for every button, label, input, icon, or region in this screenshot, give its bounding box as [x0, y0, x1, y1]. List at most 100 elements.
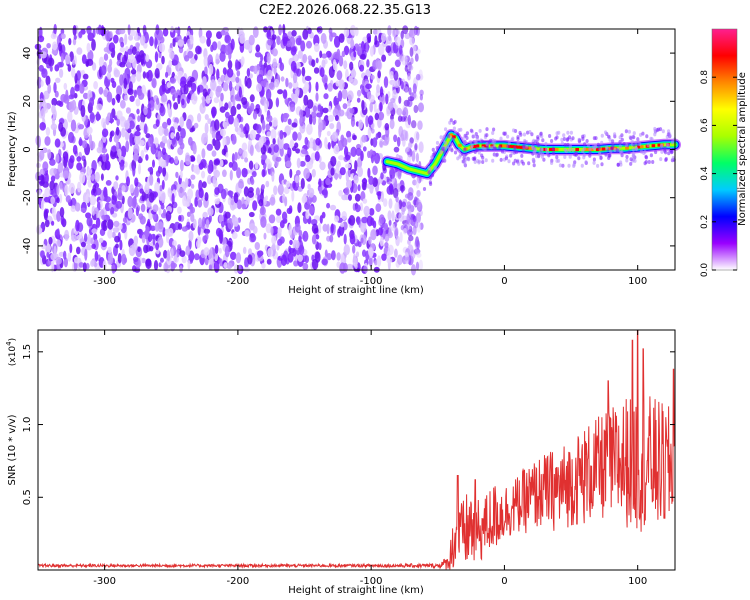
- spectrogram-fringe-blob: [473, 160, 477, 164]
- spectrogram-hot-cell: [637, 145, 641, 149]
- spectrogram-noise-blob: [346, 179, 352, 189]
- spectrogram-noise-blob: [365, 69, 372, 78]
- spectrogram-noise-blob: [76, 162, 83, 171]
- snr-x-tick-label: 100: [628, 576, 647, 587]
- spectrogram-noise-blob: [302, 29, 309, 40]
- spectrogram-noise-blob: [289, 239, 293, 245]
- spectrogram-fringe-blob: [660, 149, 664, 154]
- spectrogram-noise-blob: [161, 192, 166, 204]
- spectrogram-x-tick-label: -200: [227, 276, 250, 287]
- spectrogram-noise-blob: [177, 206, 182, 214]
- spectrogram-noise-blob: [91, 205, 96, 216]
- spectrogram-y-tick-label: -20: [22, 190, 33, 206]
- spectrogram-noise-blob: [213, 159, 220, 166]
- colorbar-label: Normalized spectral amplitude: [737, 72, 748, 226]
- spectrogram-noise-blob: [413, 130, 420, 143]
- spectrogram-noise-blob: [60, 52, 65, 63]
- spectrogram-noise-blob: [145, 133, 151, 139]
- spectrogram-fringe-blob: [480, 139, 484, 144]
- spectrogram-noise-blob: [113, 181, 119, 190]
- spectrogram-noise-blob: [213, 169, 220, 178]
- spectrogram-noise-blob: [56, 239, 61, 247]
- spectrogram-noise-blob: [271, 243, 276, 250]
- spectrogram-noise-blob: [73, 34, 77, 40]
- spectrogram-fringe-blob: [507, 159, 511, 164]
- spectrogram-noise-blob: [49, 180, 55, 191]
- spectrogram-noise-blob: [361, 134, 367, 143]
- spectrogram-noise-blob: [242, 150, 248, 159]
- spectrogram-noise-blob: [360, 221, 367, 233]
- spectrogram-noise-blob: [319, 161, 326, 171]
- spectrogram-noise-blob: [367, 115, 374, 125]
- spectrogram-noise-blob: [148, 192, 155, 203]
- spectrogram-noise-blob: [224, 44, 231, 56]
- spectrogram-fringe-blob: [564, 149, 569, 154]
- spectrogram-fringe-blob: [477, 150, 481, 155]
- spectrogram-fringe-blob: [613, 132, 617, 137]
- spectrogram-noise-blob: [378, 43, 385, 56]
- spectrogram-fringe-blob: [654, 150, 658, 155]
- spectrogram-noise-blob: [126, 176, 130, 187]
- spectrogram-noise-blob: [346, 130, 352, 138]
- spectrogram-fringe-blob: [608, 137, 612, 142]
- spectrogram-noise-blob: [416, 199, 422, 208]
- spectrogram-noise-blob: [248, 211, 255, 218]
- spectrogram-noise-blob: [297, 50, 303, 59]
- spectrogram-noise-blob: [406, 213, 410, 225]
- spectrogram-noise-blob: [282, 112, 290, 119]
- spectrogram-noise-blob: [247, 254, 253, 265]
- spectrogram-noise-blob: [271, 171, 275, 182]
- colorbar-tick-label: 0.6: [700, 118, 710, 133]
- spectrogram-noise-blob: [59, 181, 63, 190]
- spectrogram-noise-blob: [287, 147, 292, 158]
- spectrogram-noise-blob: [302, 74, 307, 84]
- spectrogram-noise-blob: [386, 250, 391, 262]
- spectrogram-noise-blob: [166, 118, 172, 126]
- spectrogram-noise-blob: [225, 152, 229, 158]
- spectrogram-fringe-blob: [492, 127, 496, 132]
- spectrogram-fringe-blob: [463, 133, 467, 138]
- spectrogram-noise-blob: [279, 147, 284, 157]
- spectrogram-noise-blob: [363, 205, 370, 217]
- spectrogram-noise-blob: [352, 244, 356, 254]
- spectrogram-fringe-blob: [629, 136, 633, 141]
- spectrogram-noise-blob: [40, 200, 45, 211]
- spectrogram-noise-blob: [266, 29, 272, 40]
- spectrogram-fringe-blob: [422, 187, 427, 191]
- spectrogram-noise-blob: [304, 106, 311, 118]
- spectrogram-fringe-blob: [428, 180, 432, 185]
- spectrogram-noise-blob: [59, 193, 63, 204]
- spectrogram-noise-blob: [163, 127, 169, 137]
- spectrogram-fringe-blob: [572, 162, 576, 167]
- spectrogram-noise-blob: [214, 139, 221, 151]
- spectrogram-noise-blob: [179, 116, 185, 128]
- spectrogram-fringe-blob: [584, 160, 588, 165]
- spectrogram-noise-blob: [211, 150, 217, 157]
- spectrogram-noise-blob: [250, 178, 255, 186]
- spectrogram-noise-blob: [198, 27, 203, 39]
- spectrogram-fringe-blob: [544, 141, 548, 146]
- spectrogram-noise-blob: [56, 197, 60, 204]
- spectrogram-noise-blob: [96, 111, 100, 122]
- spectrogram-noise-blob: [375, 203, 382, 213]
- spectrogram-noise-blob: [179, 250, 186, 257]
- spectrogram-noise-blob: [370, 229, 377, 241]
- spectrogram-fringe-blob: [555, 155, 559, 160]
- spectrogram-noise-blob: [101, 214, 107, 221]
- spectrogram-noise-blob: [117, 148, 122, 158]
- spectrogram-noise-blob: [380, 172, 384, 180]
- spectrogram-noise-blob: [231, 231, 238, 240]
- spectrogram-noise-blob: [273, 65, 277, 75]
- spectrogram-noise-blob: [134, 177, 139, 187]
- spectrogram-fringe-blob: [439, 135, 443, 140]
- spectrogram-noise-blob: [300, 149, 308, 155]
- spectrogram-noise-blob: [359, 64, 365, 72]
- spectrogram-noise-blob: [79, 137, 82, 147]
- snr-x-tick-label: -100: [360, 576, 383, 587]
- spectrogram-noise-blob: [94, 171, 100, 183]
- spectrogram-noise-blob: [291, 122, 298, 128]
- spectrogram-noise-blob: [416, 26, 420, 36]
- spectrogram-noise-blob: [103, 53, 109, 61]
- spectrogram-fringe-blob: [630, 139, 634, 144]
